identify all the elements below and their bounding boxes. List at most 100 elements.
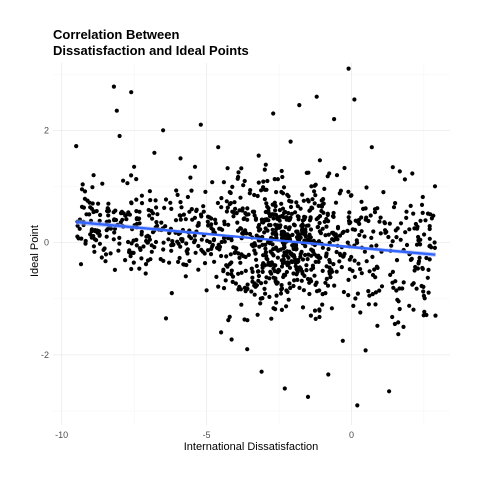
scatter-point: [373, 302, 378, 307]
scatter-point: [427, 257, 432, 262]
scatter-point: [305, 237, 310, 243]
scatter-point: [204, 288, 209, 293]
scatter-point: [332, 283, 337, 288]
scatter-point: [161, 247, 166, 252]
scatter-point: [236, 251, 241, 256]
scatter-point: [283, 273, 288, 278]
scatter-point: [268, 223, 273, 228]
scatter-point: [395, 226, 400, 231]
scatter-point: [300, 257, 306, 262]
scatter-point: [202, 251, 207, 256]
scatter-point: [345, 240, 350, 245]
scatter-point: [366, 289, 371, 294]
scatter-point: [92, 228, 97, 234]
scatter-point: [134, 177, 139, 182]
scatter-point: [420, 266, 425, 271]
scatter-point: [113, 208, 118, 213]
scatter-point: [340, 230, 345, 235]
scatter-point: [402, 177, 407, 182]
scatter-point: [390, 165, 395, 170]
scatter-point: [321, 197, 326, 202]
scatter-point: [262, 286, 267, 291]
scatter-point: [410, 171, 415, 176]
scatter-point: [171, 242, 176, 247]
scatter-point: [112, 267, 117, 272]
scatter-point: [302, 273, 307, 278]
scatter-point: [255, 269, 261, 274]
scatter-point: [295, 236, 300, 242]
scatter-point: [123, 213, 128, 218]
scatter-point: [317, 229, 322, 234]
scatter-point: [387, 389, 392, 394]
scatter-point: [288, 204, 294, 210]
scatter-point: [300, 192, 305, 197]
y-tick-label: -2: [41, 350, 49, 360]
scatter-point: [125, 181, 130, 186]
scatter-point: [382, 221, 387, 226]
scatter-point: [284, 304, 289, 309]
scatter-point: [372, 207, 378, 212]
scatter-point: [91, 173, 96, 178]
scatter-point: [292, 258, 297, 264]
scatter-point: [275, 280, 280, 285]
scatter-point: [413, 221, 418, 227]
scatter-point: [408, 257, 413, 262]
scatter-point: [219, 196, 224, 201]
scatter-point: [304, 263, 309, 268]
scatter-point: [256, 180, 261, 185]
scatter-point: [281, 241, 287, 247]
scatter-point: [273, 307, 278, 312]
scatter-point: [391, 205, 397, 210]
scatter-point: [306, 223, 311, 228]
scatter-point: [337, 233, 343, 238]
scatter-point: [317, 307, 322, 312]
scatter-point: [346, 218, 352, 224]
scatter-point: [352, 258, 357, 263]
scatter-point: [347, 267, 352, 272]
scatter-point: [267, 294, 272, 299]
scatter-point: [79, 187, 85, 192]
scatter-point: [219, 330, 224, 335]
scatter-point: [236, 170, 241, 175]
scatter-point: [192, 233, 197, 238]
scatter-point: [143, 262, 149, 267]
scatter-point: [245, 206, 250, 211]
scatter-point: [149, 249, 154, 254]
scatter-point: [274, 293, 279, 298]
scatter-point: [235, 220, 240, 225]
scatter-point: [279, 168, 284, 174]
scatter-point: [422, 309, 427, 314]
scatter-point: [341, 289, 346, 295]
scatter-point: [184, 241, 189, 246]
scatter-point: [401, 324, 406, 329]
scatter-point: [274, 190, 279, 195]
scatter-point: [239, 302, 244, 307]
scatter-point: [369, 235, 374, 240]
scatter-point: [134, 217, 139, 222]
scatter-point: [201, 209, 206, 214]
scatter-point: [327, 260, 332, 265]
scatter-point: [407, 303, 412, 308]
scatter-point: [246, 252, 251, 257]
scatter-point: [249, 289, 254, 294]
scatter-point: [254, 263, 259, 269]
scatter-point: [169, 248, 174, 253]
scatter-point: [201, 204, 206, 209]
scatter-point: [161, 240, 166, 245]
scatter-point: [245, 318, 250, 323]
scatter-point: [404, 209, 409, 214]
scatter-point: [312, 189, 317, 194]
scatter-point: [357, 221, 362, 226]
scatter-point: [423, 218, 428, 223]
scatter-point: [234, 211, 239, 216]
scatter-point: [393, 201, 398, 206]
scatter-point: [275, 177, 280, 182]
scatter-point: [310, 197, 315, 202]
scatter-point: [274, 300, 279, 305]
scatter-point: [237, 208, 242, 213]
scatter-point: [129, 200, 134, 205]
scatter-point: [230, 209, 235, 214]
scatter-point: [359, 271, 364, 276]
scatter-point: [421, 289, 426, 294]
scatter-point: [297, 103, 302, 108]
